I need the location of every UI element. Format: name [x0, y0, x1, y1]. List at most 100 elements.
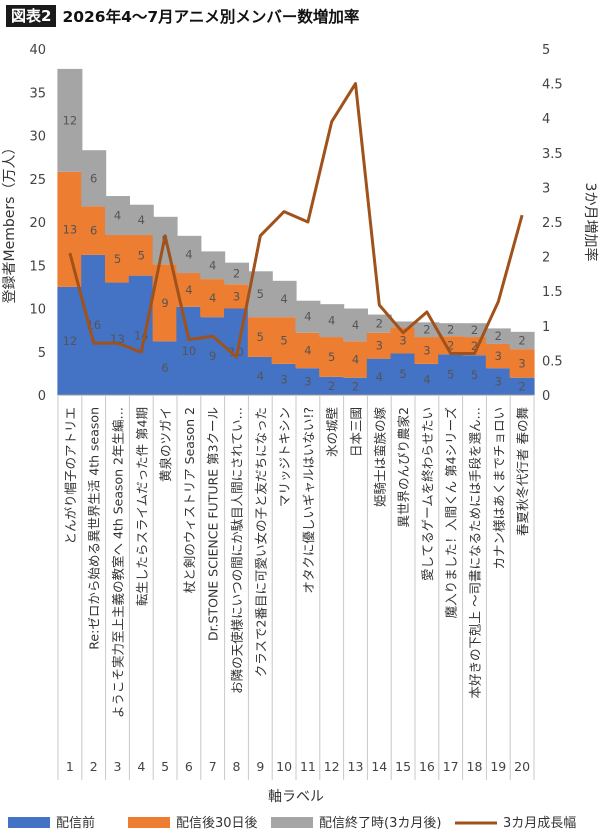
bar-after30-10	[271, 317, 297, 364]
bar-end-1	[57, 68, 83, 172]
y-axis-label: 登録者Members（万人）	[2, 141, 18, 304]
bar-after30-8	[224, 284, 249, 309]
data-label-end-7: 4	[209, 258, 216, 272]
legend-growth-label: 3カ月成長幅	[503, 816, 576, 831]
bar-end-17	[438, 323, 464, 337]
data-label-before-1: 12	[63, 334, 78, 348]
bar-before-3	[105, 282, 130, 395]
data-label-before-9: 4	[257, 369, 264, 383]
category-number-2: 2	[90, 759, 98, 774]
bar-after30-20	[509, 349, 535, 378]
bar-before-1	[57, 286, 83, 395]
category-number-18: 18	[467, 759, 483, 774]
bar-before-19	[485, 368, 511, 395]
bar-end-13	[343, 308, 368, 342]
data-label-after30-20: 3	[518, 356, 525, 370]
category-number-11: 11	[300, 759, 316, 774]
data-label-end-17: 2	[447, 323, 454, 337]
data-label-end-18: 2	[471, 323, 478, 337]
data-label-after30-12: 5	[328, 350, 335, 364]
category-number-20: 20	[514, 759, 530, 774]
category-number-1: 1	[66, 759, 74, 774]
bar-before-5	[152, 341, 178, 395]
legend-end-swatch	[271, 817, 313, 828]
data-label-after30-7: 4	[209, 291, 216, 305]
data-label-after30-8: 3	[233, 289, 240, 303]
bar-end-19	[485, 328, 511, 344]
data-label-end-16: 2	[423, 323, 430, 337]
category-label-16: 愛してるゲームを終わらせたい	[420, 407, 435, 581]
bar-after30-3	[105, 234, 130, 283]
category-number-15: 15	[395, 759, 411, 774]
bar-end-14	[366, 314, 392, 333]
data-label-before-10: 3	[280, 372, 287, 386]
bar-before-15	[390, 353, 416, 395]
category-label-6: 杖と剣のウィストリア Season 2	[182, 407, 197, 593]
left-axis-ticks: 0 5 10 15 20 25 30 35 40	[29, 43, 46, 404]
data-label-after30-10: 5	[280, 334, 287, 348]
bar-after30-16	[414, 337, 440, 364]
bar-before-11	[295, 368, 321, 395]
category-number-7: 7	[209, 759, 217, 774]
data-label-end-20: 2	[518, 334, 525, 348]
bar-after30-1	[57, 171, 83, 287]
data-label-after30-14: 3	[376, 339, 383, 353]
category-label-7: Dr.STONE SCIENCE FUTURE 第3クール	[206, 407, 221, 641]
bar-before-6	[176, 306, 202, 395]
category-label-2: Re:ゼロから始める異世界生活 4th season	[87, 407, 102, 650]
category-label-14: 姫騎士は蛮族の嫁	[372, 407, 387, 508]
data-label-end-12: 4	[328, 314, 335, 328]
right-axis-ticks: 0 0.5 1 1.5 2 2.5 3 3.5 4 4.5 5	[542, 43, 563, 404]
category-label-12: 氷の城壁	[325, 407, 340, 457]
data-label-after30-2: 6	[90, 224, 97, 238]
bar-after30-9	[247, 317, 273, 357]
y-tick-label: 0	[38, 389, 46, 404]
category-label-17: 魔入りました！入間くん 第4シリーズ	[444, 407, 459, 618]
category-label-9: クラスで2番目に可愛い女の子と友だちになった	[253, 407, 268, 677]
category-number-13: 13	[348, 759, 364, 774]
legend: 配信前 配信後30日後 配信終了時(3カ月後) 3カ月成長幅	[8, 815, 576, 831]
bar-end-6	[176, 235, 202, 274]
category-label-3: ようこそ実力至上主義の教室へ 4th Season 2年生編…	[111, 407, 126, 718]
y-tick-label: 20	[29, 216, 46, 231]
data-label-before-18: 5	[471, 368, 478, 382]
legend-before-label: 配信前	[56, 815, 95, 831]
category-number-14: 14	[371, 759, 387, 774]
y2-axis-label: 3か月増加率	[582, 183, 599, 262]
data-label-after30-13: 4	[352, 353, 359, 367]
bar-before-12	[319, 376, 345, 395]
bar-before-4	[128, 275, 154, 395]
y2-tick-label: 3	[542, 181, 550, 196]
bar-before-14	[366, 358, 392, 395]
growth-rate-line	[68, 82, 524, 359]
figure-badge: 図表2	[6, 5, 57, 27]
data-label-after30-19: 3	[495, 349, 502, 363]
category-label-4: 転生したらスライムだった件 第4期	[134, 407, 149, 606]
bar-before-13	[343, 377, 368, 395]
y2-tick-label: 2	[542, 251, 550, 266]
bar-before-7	[200, 317, 226, 395]
category-number-3: 3	[114, 759, 122, 774]
bar-end-4	[128, 204, 154, 235]
bar-end-3	[105, 196, 130, 235]
y2-tick-label: 0.5	[542, 354, 563, 369]
bar-before-16	[414, 363, 440, 395]
data-label-before-20: 2	[518, 379, 525, 393]
data-label-before-11: 3	[304, 375, 311, 389]
data-label-end-6: 4	[185, 247, 192, 261]
data-label-after30-15: 3	[399, 334, 406, 348]
y-tick-label: 40	[29, 43, 46, 58]
data-label-after30-3: 5	[114, 252, 121, 266]
data-label-before-13: 2	[352, 379, 359, 393]
data-label-after30-4: 5	[138, 248, 145, 262]
category-number-10: 10	[276, 759, 292, 774]
data-label-after30-11: 4	[304, 343, 311, 357]
category-number-9: 9	[256, 759, 264, 774]
data-label-end-13: 4	[352, 318, 359, 332]
bar-before-10	[271, 363, 297, 395]
y2-tick-label: 0	[542, 389, 550, 404]
data-label-end-4: 4	[138, 213, 145, 227]
bar-end-2	[81, 150, 107, 207]
x-axis-label: 軸ラベル	[268, 789, 324, 805]
data-label-after30-5: 9	[161, 296, 168, 310]
